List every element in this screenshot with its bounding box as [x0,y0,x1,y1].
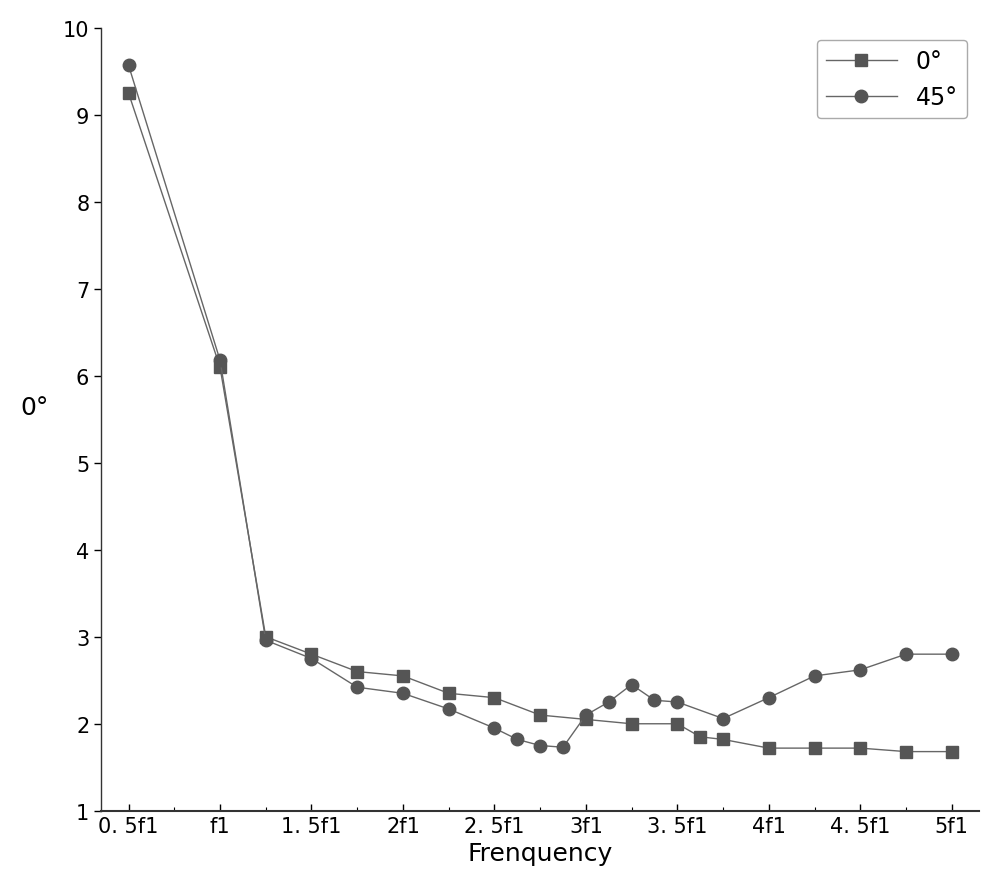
0° [305,649,317,660]
45° [511,734,523,745]
45° [557,742,569,753]
Legend: 0°, 45°: 0°, 45° [817,41,967,120]
0° [123,89,135,99]
0° [626,719,638,729]
45° [488,723,500,734]
45° [534,741,546,751]
45° [123,61,135,72]
0° [397,671,409,681]
45° [626,680,638,690]
Line: 45°: 45° [122,60,958,754]
0° [854,743,866,754]
0° [694,732,706,742]
45° [900,649,912,660]
45° [671,697,683,708]
0° [580,714,592,725]
45° [351,682,363,693]
45° [443,703,455,714]
45° [397,688,409,699]
0° [946,746,958,757]
0° [351,666,363,677]
45° [580,710,592,720]
0° [534,710,546,720]
45° [648,696,660,706]
45° [809,671,821,681]
0° [488,693,500,703]
0° [443,688,455,699]
0° [763,743,775,754]
Line: 0°: 0° [123,89,957,758]
45° [603,697,615,708]
0° [260,632,272,642]
0° [809,743,821,754]
45° [946,649,958,660]
Y-axis label: 0°: 0° [21,396,49,420]
45° [854,664,866,675]
0° [671,719,683,729]
45° [305,654,317,664]
X-axis label: Frenquency: Frenquency [468,841,613,866]
45° [260,635,272,646]
45° [717,713,729,724]
0° [717,734,729,745]
45° [214,355,226,366]
0° [900,746,912,757]
0° [214,362,226,373]
45° [763,693,775,703]
